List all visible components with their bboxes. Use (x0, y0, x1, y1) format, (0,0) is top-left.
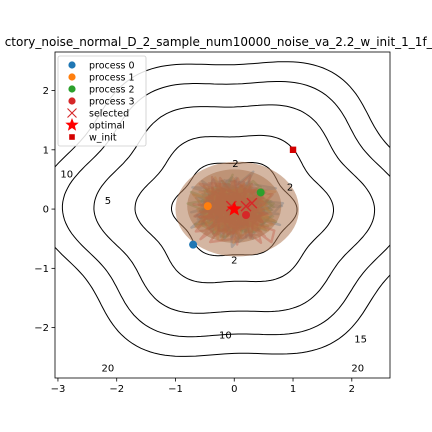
final-point-process-2 (256, 188, 265, 197)
legend-label-1: process 1 (89, 73, 135, 84)
contour-label-2: 2 (287, 183, 293, 194)
legend-label-3: process 3 (89, 97, 135, 108)
y-tick-label-1: −1 (34, 264, 49, 275)
legend-label-5: optimal (89, 121, 125, 132)
contour-level-3 (61, 81, 390, 338)
y-tick-label-4: 2 (43, 86, 49, 97)
legend-entry-4: selected (67, 108, 129, 120)
y-tick-label-0: −2 (34, 323, 49, 334)
y-axis-ticks: −2 −1 0 1 2 (34, 86, 55, 334)
legend-box (57, 55, 147, 147)
legend-label-4: selected (89, 109, 129, 120)
x-tick-label-5: 2 (349, 384, 355, 395)
legend-entry-6: w_init (69, 133, 117, 144)
x-axis-ticks: −3 −2 −1 0 1 2 (51, 378, 355, 395)
contour-level-2 (93, 104, 376, 314)
optimal-marker (226, 201, 242, 216)
legend-label-0: process 0 (89, 61, 135, 72)
x-tick-label-2: −1 (168, 384, 183, 395)
axes-frame (54, 51, 391, 379)
w-init-marker (289, 146, 297, 153)
x-tick-label-1: −2 (109, 384, 124, 395)
contour-level-1 (134, 134, 334, 284)
selected-marker-1 (240, 200, 252, 212)
contour-label-8: 20 (351, 363, 364, 374)
x-tick-label-4: 1 (290, 384, 296, 395)
legend-entry-3: process 3 (68, 97, 135, 108)
contour-label-0: 2 (232, 159, 238, 170)
legend-entry-5: optimal (65, 118, 125, 132)
selected-marker-2 (246, 197, 258, 209)
contour-level-0 (171, 162, 298, 257)
legend-entry-0: process 0 (68, 61, 135, 72)
contour-label-1: 2 (231, 256, 237, 267)
legend-swatch-6 (69, 134, 75, 140)
legend-swatch-1 (68, 73, 76, 81)
legend-swatch-4 (67, 108, 77, 118)
legend-swatch-3 (68, 97, 76, 105)
legend-label-6: w_init (89, 133, 117, 144)
legend-swatch-0 (68, 61, 76, 69)
contour-labels: 2 2 2 5 10 10 15 20 20 (60, 159, 367, 374)
y-tick-label-3: 1 (43, 145, 49, 156)
legend-label-2: process 2 (89, 85, 135, 96)
contour-lines (55, 61, 390, 357)
legend-swatch-2 (68, 85, 76, 93)
final-point-process-1 (203, 202, 212, 211)
point-markers (189, 146, 297, 249)
contour-label-7: 20 (102, 363, 115, 374)
contour-label-5: 10 (219, 331, 232, 342)
contour-label-6: 15 (354, 334, 367, 345)
final-point-process-0 (189, 240, 198, 249)
legend-entry-1: process 1 (68, 73, 135, 84)
x-tick-label-0: −3 (51, 384, 66, 395)
chart-title: ctory_noise_normal_D_2_sample_num10000_n… (5, 35, 432, 49)
contour-label-4: 10 (60, 170, 73, 181)
contour-level-4 (55, 61, 390, 357)
x-tick-label-3: 0 (231, 384, 237, 395)
final-point-process-3 (242, 211, 251, 219)
legend-entry-2: process 2 (68, 85, 135, 96)
y-tick-label-2: 0 (43, 205, 49, 216)
legend-swatch-5 (65, 118, 79, 131)
contour-label-3: 5 (105, 196, 111, 207)
